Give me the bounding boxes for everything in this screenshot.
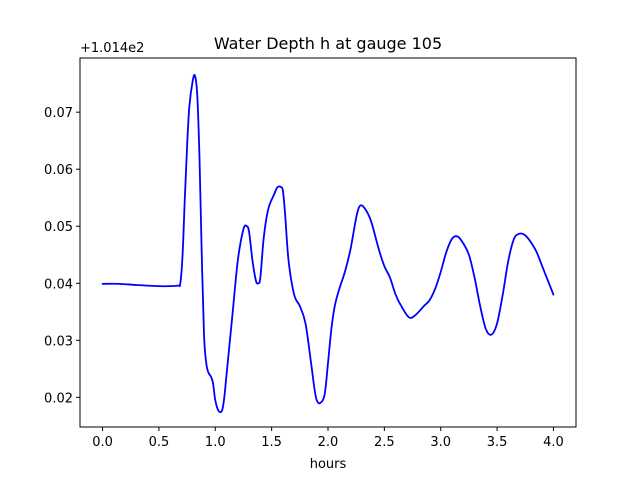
x-tick-label: 2.5 — [374, 435, 395, 450]
y-tick-label: 0.04 — [44, 277, 73, 292]
x-axis-ticks: 0.0 0.5 1.0 1.5 2.0 2.5 3.0 3.5 4.0 — [92, 427, 564, 450]
y-tick-label: 0.05 — [44, 220, 73, 235]
series-layer — [101, 73, 555, 414]
x-axis-label: hours — [310, 457, 347, 472]
series-line — [101, 73, 555, 414]
x-tick-label: 1.5 — [261, 435, 282, 450]
x-tick-label: 3.5 — [487, 435, 508, 450]
y-tick-label: 0.07 — [44, 106, 73, 121]
y-axis-offset-text: +1.014e2 — [80, 41, 144, 56]
y-axis-ticks: 0.02 0.03 0.04 0.05 0.06 0.07 — [44, 106, 80, 406]
chart-title: Water Depth h at gauge 105 — [214, 34, 442, 53]
x-tick-label: 1.0 — [205, 435, 226, 450]
x-tick-label: 0.5 — [149, 435, 170, 450]
plot-area: 0.0 0.5 1.0 1.5 2.0 2.5 3.0 3.5 4.0 0.02 0.03 0.04… — [44, 57, 577, 450]
plot-frame — [79, 57, 577, 428]
x-tick-label: 0.0 — [92, 435, 113, 450]
y-tick-label: 0.03 — [44, 334, 73, 349]
y-tick-label: 0.06 — [44, 163, 73, 178]
y-tick-label: 0.02 — [44, 391, 73, 406]
x-tick-label: 2.0 — [318, 435, 339, 450]
x-tick-label: 4.0 — [543, 435, 564, 450]
x-tick-label: 3.0 — [430, 435, 451, 450]
